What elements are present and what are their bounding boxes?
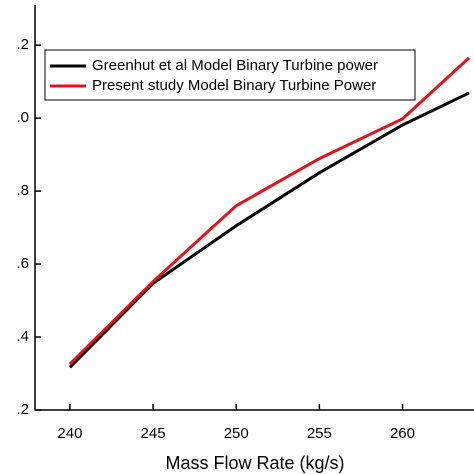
y-tick-label: .0	[16, 109, 29, 126]
series-line	[68, 91, 470, 369]
x-axis-label: Mass Flow Rate (kg/s)	[165, 453, 344, 473]
legend-label: Greenhut et al Model Binary Turbine powe…	[92, 57, 378, 74]
y-tick-label: .6	[16, 255, 29, 272]
x-tick-label: 260	[390, 425, 415, 442]
legend-box	[44, 49, 416, 101]
y-tick-label: .2	[16, 36, 29, 53]
x-tick-label: 255	[307, 425, 332, 442]
x-tick-label: 245	[141, 425, 166, 442]
y-tick-label: .2	[16, 401, 29, 418]
y-tick-label: .8	[16, 182, 29, 199]
x-tick-label: 240	[57, 425, 82, 442]
x-tick-label: 250	[224, 425, 249, 442]
y-tick-label: .4	[16, 328, 29, 345]
series-line	[68, 56, 471, 366]
legend-label: Present study Model Binary Turbine Power	[92, 77, 376, 94]
